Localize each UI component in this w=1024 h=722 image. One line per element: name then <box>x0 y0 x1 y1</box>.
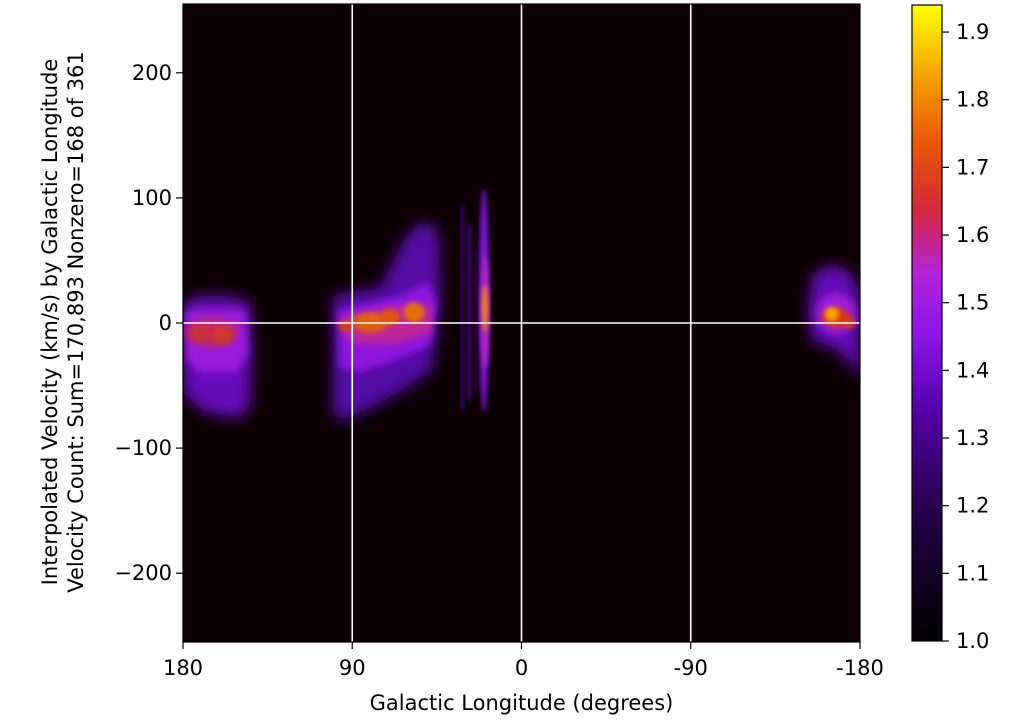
colorbar <box>911 4 943 642</box>
colorbar-tick-label: 1.1 <box>956 561 989 585</box>
colorbar-tick-label: 1.4 <box>956 358 989 382</box>
emission-streaks <box>461 205 476 410</box>
colorbar-ticks: 1.0 1.1 1.2 1.3 1.4 1.5 1.6 1.7 1.8 1.9 <box>942 20 989 653</box>
colorbar-tick-label: 1.6 <box>956 223 989 247</box>
x-axis-ticks: 180 90 0 -90 -180 <box>163 642 884 680</box>
y-tick-label: 100 <box>132 186 172 210</box>
emission-region-15 <box>479 188 489 412</box>
y-tick-label: −100 <box>114 436 172 460</box>
emission-region-180 <box>183 296 252 418</box>
emission-region-90-50 <box>333 222 440 422</box>
x-tick-label: 90 <box>339 656 366 680</box>
colorbar-tick-label: 1.9 <box>956 20 989 44</box>
x-tick-label: -180 <box>836 656 884 680</box>
colorbar-tick-label: 1.0 <box>956 629 989 653</box>
colorbar-tick-label: 1.2 <box>956 494 989 518</box>
reference-lines <box>183 4 860 642</box>
colorbar-tick-label: 1.5 <box>956 291 989 315</box>
y-axis-label-line-1: Interpolated Velocity (km/s) by Galactic… <box>38 59 62 586</box>
colorbar-tick-label: 1.8 <box>956 88 989 112</box>
y-tick-label: 0 <box>159 311 172 335</box>
colorbar-tick-label: 1.3 <box>956 426 989 450</box>
y-tick-label: 200 <box>132 61 172 85</box>
y-tick-label: −200 <box>114 561 172 585</box>
y-axis-ticks: 200 100 0 −100 −200 <box>114 61 183 585</box>
y-axis-label-line-2: Velocity Count: Sum=170,893 Nonzero=168 … <box>64 51 88 593</box>
x-tick-label: 0 <box>515 656 528 680</box>
heatmap-layer <box>183 4 860 642</box>
x-tick-label: -90 <box>674 656 708 680</box>
x-tick-label: 180 <box>163 656 203 680</box>
colorbar-tick-label: 1.7 <box>956 155 989 179</box>
x-axis-label: Galactic Longitude (degrees) <box>370 691 674 715</box>
